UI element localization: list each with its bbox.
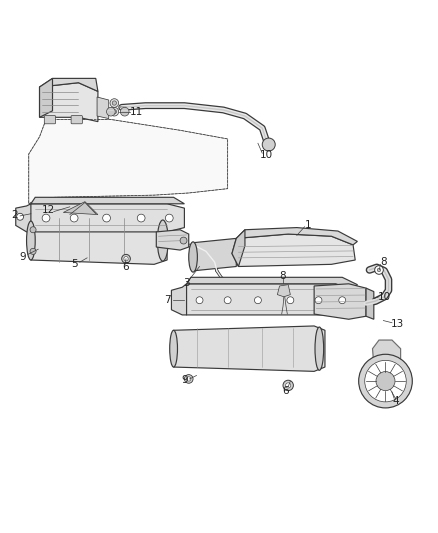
Circle shape [315, 297, 322, 304]
Polygon shape [31, 197, 184, 204]
Circle shape [102, 214, 110, 222]
Text: 9: 9 [19, 252, 25, 262]
Circle shape [187, 377, 191, 381]
Polygon shape [187, 277, 357, 290]
Polygon shape [39, 83, 98, 122]
Polygon shape [366, 288, 374, 319]
Polygon shape [39, 78, 53, 117]
Circle shape [224, 297, 231, 304]
Polygon shape [156, 230, 189, 250]
FancyBboxPatch shape [44, 116, 56, 124]
Polygon shape [171, 284, 187, 315]
Text: 8: 8 [280, 271, 286, 280]
Circle shape [124, 256, 128, 261]
Circle shape [42, 214, 50, 222]
Text: 9: 9 [181, 375, 188, 385]
Circle shape [110, 99, 119, 107]
Ellipse shape [315, 327, 324, 370]
Polygon shape [29, 119, 228, 204]
Polygon shape [64, 201, 98, 215]
Polygon shape [314, 284, 366, 319]
Text: 3: 3 [183, 278, 190, 288]
Circle shape [30, 227, 36, 233]
Polygon shape [236, 228, 357, 245]
Ellipse shape [189, 242, 198, 272]
Polygon shape [39, 78, 98, 91]
Circle shape [377, 268, 381, 272]
Circle shape [137, 214, 145, 222]
Circle shape [180, 237, 187, 244]
Ellipse shape [27, 221, 35, 260]
Circle shape [286, 383, 291, 388]
Polygon shape [182, 284, 353, 315]
Circle shape [184, 375, 193, 383]
Text: 6: 6 [283, 385, 290, 395]
Polygon shape [232, 234, 355, 266]
Text: 1: 1 [304, 220, 311, 230]
Text: 5: 5 [71, 259, 78, 269]
Circle shape [122, 254, 131, 263]
Text: 10: 10 [260, 150, 273, 160]
Text: 2: 2 [11, 209, 18, 220]
Circle shape [262, 138, 275, 151]
Text: 4: 4 [392, 397, 399, 407]
Text: 6: 6 [122, 262, 128, 272]
Circle shape [283, 380, 293, 391]
Polygon shape [277, 285, 290, 297]
Circle shape [120, 107, 129, 116]
Text: 10: 10 [378, 292, 391, 302]
Polygon shape [193, 238, 236, 271]
Circle shape [374, 265, 383, 274]
Ellipse shape [170, 330, 177, 367]
Circle shape [70, 214, 78, 222]
Text: 12: 12 [42, 205, 55, 215]
Circle shape [376, 372, 395, 391]
Circle shape [30, 248, 36, 254]
Circle shape [365, 360, 406, 402]
Polygon shape [173, 326, 325, 372]
Ellipse shape [157, 220, 168, 261]
Polygon shape [232, 230, 245, 266]
Circle shape [339, 297, 346, 304]
Circle shape [110, 107, 119, 116]
Text: 8: 8 [380, 257, 387, 267]
Polygon shape [16, 204, 31, 232]
Polygon shape [97, 97, 109, 119]
Circle shape [287, 297, 294, 304]
Polygon shape [27, 204, 184, 232]
FancyBboxPatch shape [71, 116, 82, 124]
Polygon shape [372, 340, 401, 370]
Text: 11: 11 [129, 107, 143, 117]
Circle shape [166, 214, 173, 222]
Circle shape [196, 297, 203, 304]
Circle shape [112, 109, 117, 114]
Circle shape [359, 354, 412, 408]
Circle shape [112, 101, 117, 105]
Circle shape [106, 107, 115, 116]
Circle shape [254, 297, 261, 304]
Circle shape [17, 213, 24, 220]
Text: 13: 13 [391, 319, 404, 328]
Polygon shape [31, 217, 167, 264]
Text: 7: 7 [164, 295, 170, 305]
